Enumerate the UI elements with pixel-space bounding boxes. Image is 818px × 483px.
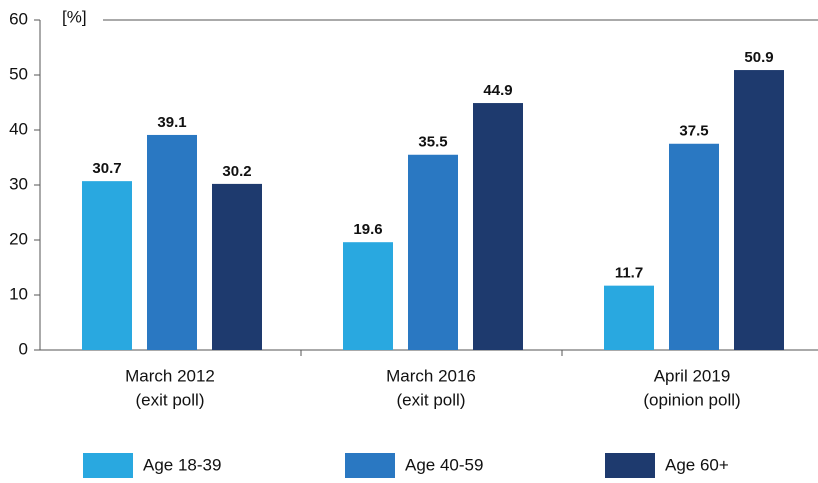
bar — [734, 70, 784, 351]
bar — [82, 181, 132, 350]
y-tick-label: 10 — [9, 284, 28, 303]
y-tick-label: 50 — [9, 64, 28, 83]
bar — [604, 285, 654, 350]
value-label: 30.2 — [222, 163, 251, 180]
legend-label: Age 18-39 — [143, 455, 221, 474]
value-label: 37.5 — [679, 123, 708, 140]
legend-swatch — [83, 453, 133, 478]
legend-swatch — [605, 453, 655, 478]
value-label: 50.9 — [744, 49, 773, 66]
bar — [669, 143, 719, 350]
value-label: 44.9 — [483, 82, 512, 99]
y-tick-label: 20 — [9, 229, 28, 248]
value-label: 39.1 — [157, 114, 186, 131]
bar — [473, 103, 523, 350]
x-tick-label: April 2019 — [654, 366, 731, 385]
x-tick-label: (exit poll) — [397, 390, 466, 409]
y-tick-label: 30 — [9, 174, 28, 193]
x-tick-label: (opinion poll) — [643, 390, 740, 409]
x-tick-label: March 2012 — [125, 366, 215, 385]
y-tick-label: 40 — [9, 119, 28, 138]
x-tick-label: (exit poll) — [136, 390, 205, 409]
x-tick-label: March 2016 — [386, 366, 476, 385]
value-label: 11.7 — [615, 265, 643, 282]
y-tick-label: 60 — [9, 9, 28, 28]
value-label: 30.7 — [92, 160, 121, 177]
bar — [408, 154, 458, 350]
legend-swatch — [345, 453, 395, 478]
bar — [147, 134, 197, 350]
bar — [343, 242, 393, 350]
y-axis-label: [%] — [62, 7, 87, 26]
legend-label: Age 40-59 — [405, 455, 483, 474]
value-label: 19.6 — [353, 221, 382, 238]
legend-label: Age 60+ — [665, 455, 729, 474]
bar — [212, 183, 262, 350]
y-tick-label: 0 — [19, 339, 28, 358]
value-label: 35.5 — [418, 134, 447, 151]
